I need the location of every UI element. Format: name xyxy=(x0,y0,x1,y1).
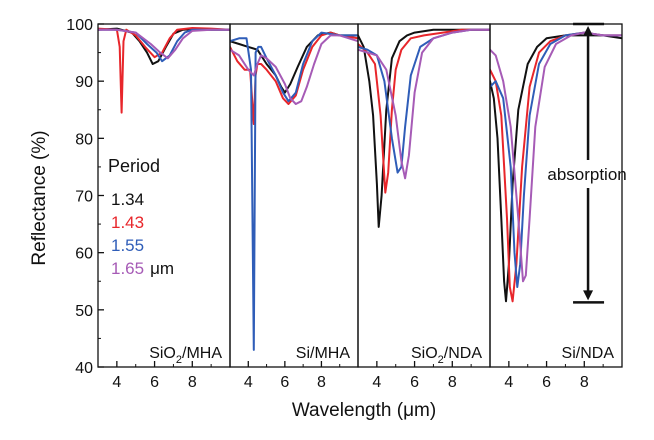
y-tick-label: 100 xyxy=(66,17,93,34)
absorption-label-bg xyxy=(542,160,635,188)
legend-title: Period xyxy=(108,156,160,176)
x-tick-label: 6 xyxy=(150,374,159,391)
panel-label-subscript: 2 xyxy=(176,354,182,366)
series-line-panel2-period-1-55 xyxy=(230,31,358,351)
series-line-panel4-period-1-65 xyxy=(490,31,622,283)
panel-2-series xyxy=(230,31,358,351)
y-tick-label: 40 xyxy=(75,360,93,377)
y-tick-label: 60 xyxy=(75,246,93,263)
panel-label-subscript: 2 xyxy=(438,354,444,366)
panel-4-frame xyxy=(489,23,623,368)
panel-label-main: SiO xyxy=(411,345,438,362)
absorption-arrowhead-up xyxy=(583,26,594,36)
legend-entry-1-65: 1.65 μm xyxy=(111,259,174,278)
y-tick-label: 50 xyxy=(75,303,93,320)
absorption-arrowhead-down xyxy=(583,290,594,301)
x-tick-label: 4 xyxy=(372,374,381,391)
panel-3-series xyxy=(358,28,490,228)
legend-unit: μm xyxy=(150,259,174,278)
panel-label-rest: /NDA xyxy=(444,345,483,362)
legend-entry-1-55: 1.55 xyxy=(111,236,144,255)
panel-label-main: Si/NDA xyxy=(562,345,615,362)
series-layer xyxy=(98,27,622,351)
x-tick-label: 6 xyxy=(542,374,551,391)
series-line-panel3-period-1-43 xyxy=(358,28,490,194)
x-tick-label: 8 xyxy=(188,374,197,391)
y-axis-label: Reflectance (%) xyxy=(29,130,50,265)
series-line-panel1-period-1-65 xyxy=(98,28,230,60)
x-tick-label: 4 xyxy=(244,374,253,391)
x-tick-label: 8 xyxy=(448,374,457,391)
y-tick-label: 90 xyxy=(75,74,93,91)
x-tick-label: 6 xyxy=(280,374,289,391)
legend: Period 1.34 1.43 1.55 1.65 μm xyxy=(108,156,174,278)
legend-entry-1-43: 1.43 xyxy=(111,213,144,232)
panel-label-main: Si/MHA xyxy=(296,345,351,362)
absorption-label: absorption xyxy=(547,165,626,184)
panel-label-main: SiO xyxy=(149,345,176,362)
panel-label-rest: /MHA xyxy=(182,345,222,362)
x-tick-label: 8 xyxy=(317,374,326,391)
y-tick-label: 80 xyxy=(75,131,93,148)
series-line-panel3-period-1-65 xyxy=(358,28,490,180)
series-line-panel1-period-1-43 xyxy=(98,27,230,114)
legend-entry-1-34: 1.34 xyxy=(111,190,144,209)
x-tick-label: 4 xyxy=(504,374,513,391)
x-axis-label: Wavelength (μm) xyxy=(292,400,436,421)
panel-label: SiO2/MHA xyxy=(149,345,222,366)
series-line-panel2-period-1-65 xyxy=(230,34,358,105)
x-tick-label: 6 xyxy=(410,374,419,391)
panel-1-series xyxy=(98,27,230,114)
panel-label: Si/MHA xyxy=(296,345,351,362)
x-tick-label: 8 xyxy=(580,374,589,391)
panel-label: Si/NDA xyxy=(562,345,615,362)
x-tick-label: 4 xyxy=(112,374,121,391)
y-tick-label: 70 xyxy=(75,189,93,206)
panel-4-series xyxy=(490,31,622,303)
annotation-layer: absorption xyxy=(542,22,635,304)
panel-label: SiO2/NDA xyxy=(411,345,482,366)
